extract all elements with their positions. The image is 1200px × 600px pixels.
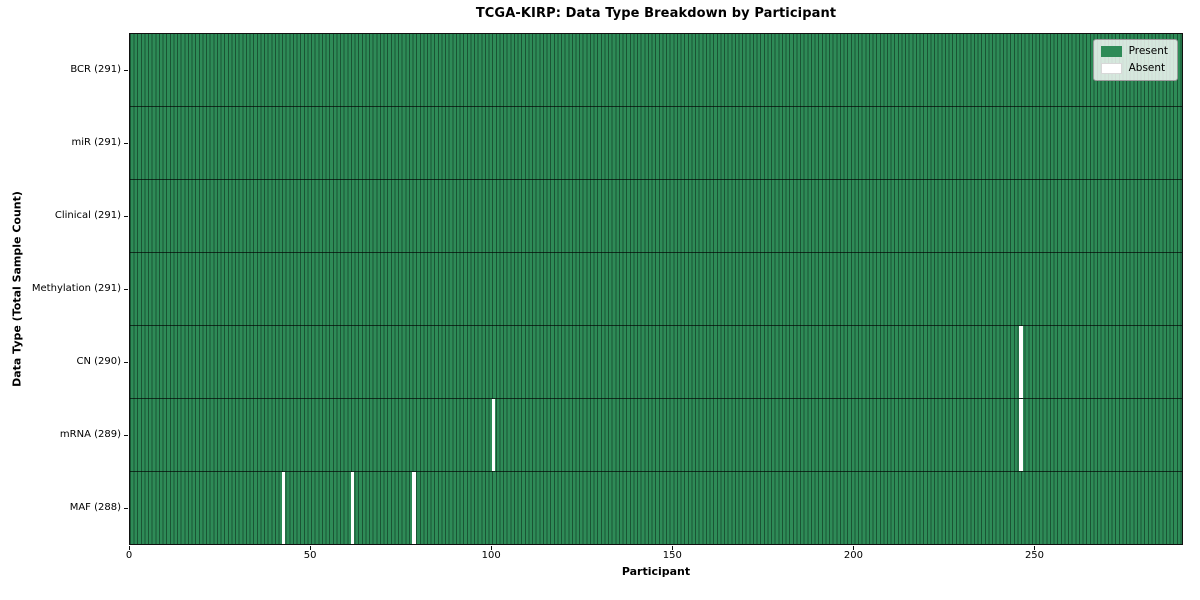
absent-swatch-icon bbox=[1100, 63, 1122, 74]
x-axis-label: Participant bbox=[621, 565, 691, 578]
y-tick-mark bbox=[124, 289, 128, 290]
heatmap-row-miR bbox=[130, 107, 1182, 180]
x-tick-mark bbox=[853, 546, 855, 550]
x-tick-label: 250 bbox=[1024, 550, 1045, 561]
y-tick-mark bbox=[124, 362, 128, 364]
y-tick-mark bbox=[124, 435, 128, 437]
y-tick-mark bbox=[124, 69, 128, 71]
absent-cell bbox=[281, 472, 286, 544]
legend-label: Present bbox=[1128, 45, 1168, 57]
absent-cell bbox=[1019, 326, 1023, 398]
y-tick-label: mRNA (289) bbox=[59, 429, 121, 441]
y-tick-label: Methylation (291) bbox=[31, 283, 121, 294]
absent-cell bbox=[411, 472, 416, 544]
x-tick-label: 0 bbox=[125, 550, 133, 561]
y-tick-label: CN (290) bbox=[76, 356, 121, 368]
absent-cell bbox=[491, 399, 496, 471]
y-tick-mark bbox=[124, 215, 128, 217]
heatmap-row-MAF bbox=[130, 472, 1182, 544]
x-tick-mark bbox=[129, 546, 130, 550]
heatmap-row-Clinical bbox=[130, 180, 1182, 253]
absent-cell bbox=[350, 472, 355, 544]
y-tick-label: Clinical (291) bbox=[54, 209, 121, 221]
y-tick-label: miR (291) bbox=[71, 136, 121, 148]
x-tick-mark bbox=[491, 546, 493, 550]
x-tick-label: 50 bbox=[303, 550, 317, 561]
x-tick-mark bbox=[672, 546, 674, 550]
heatmap-row-mRNA bbox=[130, 399, 1182, 472]
present-swatch-icon bbox=[1100, 46, 1122, 57]
x-tick-mark bbox=[1034, 546, 1036, 550]
y-tick-mark bbox=[124, 142, 128, 144]
heatmap-row-Methylation bbox=[130, 253, 1182, 326]
x-tick-label: 200 bbox=[843, 550, 863, 561]
heatmap-row-BCR bbox=[130, 34, 1182, 107]
heatmap-row-CN bbox=[130, 326, 1182, 399]
chart-title: TCGA-KIRP: Data Type Breakdown by Partic… bbox=[475, 6, 837, 21]
legend-item-absent: Absent bbox=[1100, 62, 1168, 75]
x-tick-label: 150 bbox=[662, 550, 682, 561]
legend-item-present: Present bbox=[1100, 45, 1168, 58]
plot-area: Present Absent bbox=[129, 33, 1183, 545]
x-tick-label: 100 bbox=[481, 550, 501, 561]
y-tick-label: MAF (288) bbox=[69, 502, 121, 514]
legend: Present Absent bbox=[1092, 39, 1178, 81]
legend-label: Absent bbox=[1128, 62, 1166, 74]
y-tick-label: BCR (291) bbox=[70, 63, 121, 75]
y-tick-mark bbox=[124, 508, 128, 510]
x-tick-mark bbox=[310, 546, 312, 550]
absent-cell bbox=[1019, 399, 1023, 471]
